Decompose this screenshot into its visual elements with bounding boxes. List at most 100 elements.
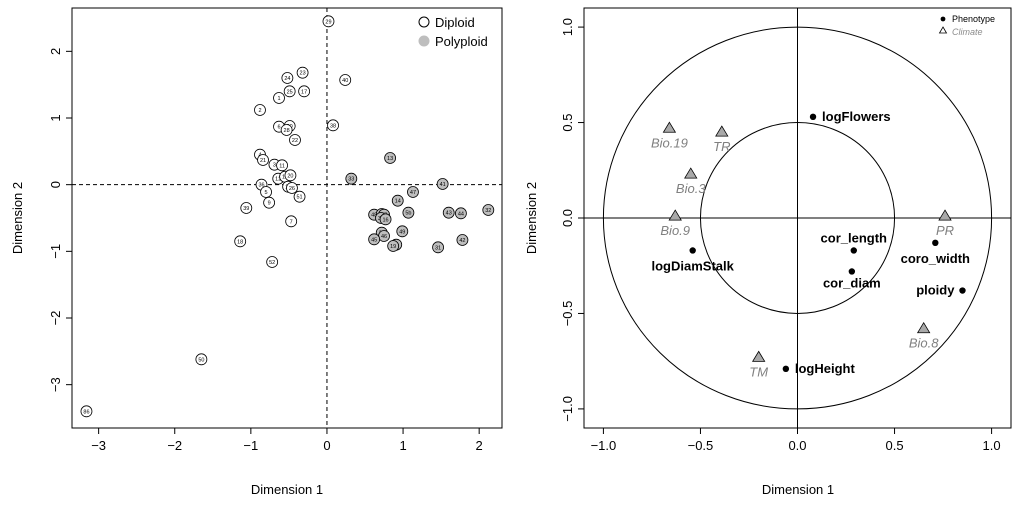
y-tick-label: 2 [48,48,63,55]
x-tick-label: 0.0 [788,438,806,453]
x-tick-label: 0.5 [886,438,904,453]
diploid-point: 2 [254,104,266,116]
point-marker [455,207,467,220]
point-marker [80,405,93,418]
y-tick-label: 0 [48,181,63,188]
point-label: PR [936,223,954,238]
y-tick-label: 0.5 [560,114,575,132]
climate-point: TM [749,350,768,379]
y-axis-label: Dimension 2 [10,182,25,254]
point-label: 48 [371,213,377,219]
diploid-point: 38 [327,119,339,132]
climate-point: Bio.9 [660,209,690,238]
point-label: 18 [237,239,243,245]
diploid-point: 21 [257,154,269,166]
polyploid-point: 14 [391,194,404,207]
point-label: 25 [287,89,293,95]
polyploid-point: 44 [455,207,467,220]
point-marker [809,113,817,121]
point-marker [298,85,311,98]
point-label: 43 [446,211,452,217]
point-label: 7 [290,219,293,225]
reference-lines [72,8,502,428]
x-tick-label: −0.5 [688,438,714,453]
diploid-point: 50 [195,353,208,366]
point-marker [668,209,682,221]
point-marker [273,92,285,104]
point-label: Bio.9 [660,223,690,238]
point-marker [281,72,294,84]
point-marker [296,66,309,79]
point-label: 31 [435,245,441,251]
diploid-point: 17 [298,85,311,98]
y-tick-label: −0.5 [560,301,575,327]
point-label: 16 [382,217,388,223]
point-marker [260,186,272,198]
polyploid-point: 47 [407,186,419,198]
diploid-point: 52 [266,256,279,268]
y-tick-label: −2 [48,311,63,326]
climate-point: TR [713,125,730,154]
phenotype-point: ploidy [916,283,966,298]
legend-climate-marker [938,26,948,34]
phenotype-point: coro_width [901,239,970,266]
point-marker [482,204,495,216]
legend-phenotype-marker [940,16,946,22]
point-label: 26 [289,186,295,192]
point-label: 3 [273,163,276,169]
polyploid-point: 42 [456,234,469,246]
point-label: 45 [371,237,377,243]
point-marker [715,125,729,137]
point-label: 39 [243,206,249,212]
legend-polyploid-label: Polyploid [435,34,488,49]
point-label: TM [749,364,768,379]
point-label: 44 [458,211,464,217]
polyploid-point: 49 [396,225,409,238]
plot-frame [71,7,503,429]
point-label: 9 [268,201,271,207]
y-tick-label: 1.0 [560,18,575,36]
polyploid-point: 45 [368,233,381,246]
point-marker [456,234,469,246]
point-label: 5 [265,190,268,196]
diploid-point: 18 [234,235,247,248]
point-label: 2 [258,108,261,114]
point-label: 52 [269,260,275,266]
point-label: 24 [284,76,290,82]
diploid-point: 23 [296,66,309,79]
point-marker [689,247,696,254]
legend-phenotype-label: Phenotype [952,14,995,24]
point-label: TR [713,139,730,154]
phenotype-point: cor_diam [823,268,881,290]
data-points: 2923244025171263028382242131112152036102… [80,15,495,418]
point-marker [959,287,966,294]
diploid-point: 9 [263,196,276,209]
x-tick-label: −1.0 [591,438,617,453]
point-marker [407,186,419,198]
point-label: 41 [440,182,446,188]
point-marker [387,240,400,252]
point-label: Bio.3 [676,181,706,196]
climate-point: PR [936,209,954,238]
point-marker [396,225,409,238]
point-marker [432,241,444,254]
y-tick-label: −1.0 [560,396,575,422]
x-axis-label: Dimension 1 [762,482,834,497]
legend-climate-label: Climate [952,27,983,37]
point-marker [263,196,276,209]
legend-diploid-label: Diploid [435,15,475,30]
point-marker [280,124,293,136]
point-label: 47 [410,190,416,196]
y-axis: −1.0 −0.5 0.0 0.5 1.0 [560,18,584,422]
polyploid-point: 43 [442,206,455,219]
phenotype-point: logHeight [782,361,855,376]
point-label: 40 [342,78,348,84]
point-label: 51 [296,195,302,201]
point-label: 28 [284,128,290,134]
point-label: 14 [395,199,401,205]
diploid-point: 1 [273,92,285,104]
phenotype-point: cor_length [821,230,887,254]
point-label: 36 [258,183,264,189]
legend: Diploid Polyploid [418,15,488,49]
